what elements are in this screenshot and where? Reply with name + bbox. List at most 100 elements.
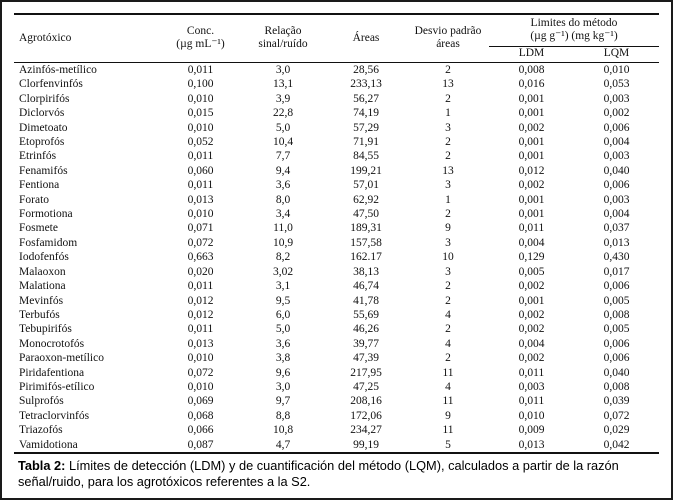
value-cell: 0,040 bbox=[603, 164, 630, 177]
value-cell: 0,430 bbox=[603, 251, 630, 264]
value-cell: 47,50 bbox=[353, 208, 379, 221]
value-cell: 0,060 bbox=[187, 164, 214, 177]
value-cell: 0,011 bbox=[187, 179, 214, 192]
value-cell: 234,27 bbox=[350, 424, 382, 437]
table-row: Formotiona 0,010 3,4 47,50 2 0,001 0,004 bbox=[14, 207, 659, 221]
value-cell: 0,042 bbox=[603, 438, 630, 451]
value-cell: 4 bbox=[445, 380, 451, 393]
value-cell: 8,0 bbox=[275, 193, 291, 206]
value-cell: 56,27 bbox=[353, 92, 379, 105]
value-cell: 0,011 bbox=[187, 150, 214, 163]
col-header-ldm-label: LDM bbox=[518, 47, 545, 59]
value-cell: 199,21 bbox=[350, 164, 382, 177]
value-cell: 9 bbox=[445, 222, 451, 235]
value-cell: 0,010 bbox=[518, 409, 545, 422]
table-row: Fosfamidom 0,072 10,9 157,58 3 0,004 0,013 bbox=[14, 236, 659, 250]
value-cell: 0,017 bbox=[603, 265, 630, 278]
value-cell: 0,004 bbox=[603, 208, 630, 221]
value-cell: 46,26 bbox=[353, 323, 379, 336]
table-row: Iodofenfós 0,663 8,2 162.17 10 0,129 0,430 bbox=[14, 250, 659, 264]
value-cell: 0,052 bbox=[187, 136, 214, 149]
value-cell: 0,010 bbox=[603, 64, 630, 76]
value-cell: 0,012 bbox=[187, 294, 214, 307]
table-row: Tetraclorvinfós 0,068 8,8 172,06 9 0,010 0,072 bbox=[14, 409, 659, 423]
agrotoxico-name-cell: Malationa bbox=[19, 280, 66, 293]
agrotoxico-name-cell: Clorpirifós bbox=[19, 92, 70, 105]
table-row: Diclorvós 0,015 22,8 74,19 1 0,001 0,002 bbox=[14, 106, 659, 120]
col-header-areas: Áreas bbox=[325, 14, 407, 63]
caption-text-line1: Límites de detección (LDM) y de cuantifi… bbox=[65, 458, 619, 473]
table-row: Malaoxon 0,020 3,02 38,13 3 0,005 0,017 bbox=[14, 265, 659, 279]
value-cell: 0,029 bbox=[603, 424, 630, 437]
col-header-desvio-line2: áreas bbox=[436, 38, 460, 50]
value-cell: 0,010 bbox=[187, 380, 214, 393]
value-cell: 0,011 bbox=[187, 64, 214, 76]
table-row: Clorfenvinfós 0,100 13,1 233,13 13 0,016 0,053 bbox=[14, 77, 659, 91]
value-cell: 11 bbox=[442, 424, 454, 437]
col-header-relacao-line1: Relação bbox=[264, 25, 302, 37]
value-cell: 0,015 bbox=[187, 107, 214, 120]
value-cell: 0,002 bbox=[603, 107, 630, 120]
value-cell: 1 bbox=[445, 193, 451, 206]
value-cell: 2 bbox=[445, 294, 451, 307]
value-cell: 0,087 bbox=[187, 438, 214, 451]
agrotoxico-name-cell: Etrinfós bbox=[19, 150, 57, 163]
value-cell: 1 bbox=[445, 107, 451, 120]
value-cell: 0,001 bbox=[518, 92, 545, 105]
value-cell: 217,95 bbox=[350, 366, 382, 379]
value-cell: 0,001 bbox=[518, 136, 545, 149]
value-cell: 0,006 bbox=[603, 121, 630, 134]
value-cell: 10,4 bbox=[272, 136, 294, 149]
agrotoxico-name-cell: Piridafentiona bbox=[19, 366, 85, 379]
agrotoxico-name-cell: Vamidotiona bbox=[19, 438, 78, 451]
value-cell: 0,001 bbox=[518, 208, 545, 221]
table-row: Monocrotofós 0,013 3,6 39,77 4 0,004 0,006 bbox=[14, 337, 659, 351]
value-cell: 0,006 bbox=[603, 337, 630, 350]
value-cell: 0,129 bbox=[518, 251, 545, 264]
value-cell: 13 bbox=[442, 164, 454, 177]
col-header-desvio: Desvio padrão áreas bbox=[407, 14, 489, 63]
table-body: Azinfós-metílico 0,011 3,0 28,56 2 0,008 0,010… bbox=[14, 63, 659, 453]
value-cell: 0,002 bbox=[518, 121, 545, 134]
table-row: Clorpirifós 0,010 3,9 56,27 2 0,001 0,003 bbox=[14, 92, 659, 106]
value-cell: 189,31 bbox=[350, 222, 382, 235]
agrotoxico-name-cell: Dimetoato bbox=[19, 121, 68, 134]
value-cell: 0,006 bbox=[603, 280, 630, 293]
value-cell: 0,008 bbox=[603, 308, 630, 321]
value-cell: 3,0 bbox=[275, 380, 291, 393]
value-cell: 55,69 bbox=[353, 308, 379, 321]
col-header-agrotoxico: Agrotóxico bbox=[14, 14, 160, 63]
col-header-areas-label: Áreas bbox=[352, 31, 380, 44]
value-cell: 5 bbox=[445, 438, 451, 451]
agrotoxico-name-cell: Clorfenvinfós bbox=[19, 78, 83, 91]
value-cell: 9,6 bbox=[275, 366, 291, 379]
limits-table: Agrotóxico Conc. (µg mL⁻¹) Relação sinal… bbox=[14, 13, 659, 454]
value-cell: 0,013 bbox=[187, 193, 214, 206]
agrotoxico-name-cell: Forato bbox=[19, 193, 50, 206]
table-row: Terbufós 0,012 6,0 55,69 4 0,002 0,008 bbox=[14, 308, 659, 322]
value-cell: 3,02 bbox=[272, 265, 294, 278]
table-row: Fosmete 0,071 11,0 189,31 9 0,011 0,037 bbox=[14, 221, 659, 235]
value-cell: 0,012 bbox=[518, 164, 545, 177]
value-cell: 0,003 bbox=[603, 150, 630, 163]
value-cell: 3 bbox=[445, 236, 451, 249]
value-cell: 0,001 bbox=[518, 193, 545, 206]
agrotoxico-name-cell: Sulprofós bbox=[19, 395, 64, 408]
value-cell: 0,003 bbox=[518, 380, 545, 393]
value-cell: 3,6 bbox=[275, 179, 291, 192]
agrotoxico-name-cell: Iodofenfós bbox=[19, 251, 69, 264]
agrotoxico-name-cell: Etoprofós bbox=[19, 136, 65, 149]
value-cell: 0,011 bbox=[187, 280, 214, 293]
value-cell: 0,012 bbox=[187, 308, 214, 321]
col-header-limites-line1: Limites do método bbox=[530, 17, 618, 29]
value-cell: 38,13 bbox=[353, 265, 379, 278]
value-cell: 10,8 bbox=[272, 424, 294, 437]
table-row: Triazofós 0,066 10,8 234,27 11 0,009 0,029 bbox=[14, 423, 659, 437]
value-cell: 39,77 bbox=[353, 337, 379, 350]
value-cell: 2 bbox=[445, 92, 451, 105]
agrotoxico-name-cell: Mevinfós bbox=[19, 294, 64, 307]
value-cell: 0,002 bbox=[518, 308, 545, 321]
value-cell: 0,001 bbox=[518, 294, 545, 307]
value-cell: 0,037 bbox=[603, 222, 630, 235]
table-row: Dimetoato 0,010 5,0 57,29 3 0,002 0,006 bbox=[14, 121, 659, 135]
